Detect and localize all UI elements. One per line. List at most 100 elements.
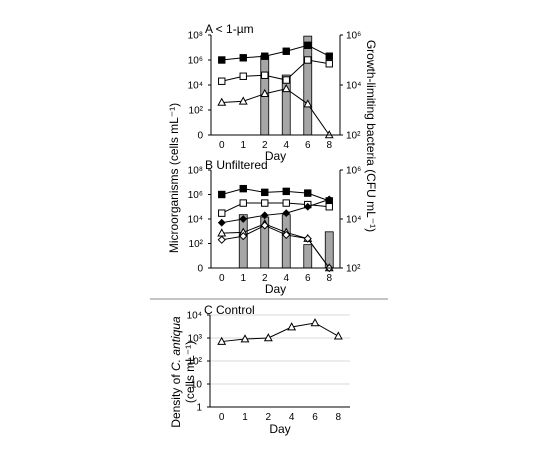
point-b-0-4	[304, 189, 312, 197]
y-axis-title-right: Growth-limiting bacteria (CFU mL⁻¹)	[364, 40, 378, 232]
point-b-2-1	[239, 215, 248, 223]
point-a-2-4	[303, 99, 313, 108]
y-axis-title-left: Microorganisms (cells mL⁻¹)	[167, 103, 181, 253]
x-tick-label: 8	[336, 412, 342, 423]
y-tick-label: 1	[196, 403, 202, 414]
series-line-c-0	[221, 322, 339, 343]
c-y-axis-title-line1: Density of C. antiqua	[169, 316, 183, 428]
point-b-2-5	[325, 195, 334, 204]
y-tick-label: 10⁶	[188, 56, 203, 67]
series-line-a-2	[221, 88, 330, 136]
x-axis-title-b: Day	[265, 282, 286, 296]
y2-tick-label: 10²	[346, 131, 361, 142]
y-tick-label: 10⁴	[188, 81, 203, 92]
point-c-0-2	[263, 333, 273, 342]
bar-a-4	[303, 35, 313, 136]
panel-title-a: A < 1-µm	[205, 22, 254, 36]
point-a-0-5	[325, 52, 333, 60]
y2-tick-label: 10²	[346, 264, 361, 275]
y-tick-label: 10⁸	[188, 166, 203, 177]
point-b-0-3	[282, 187, 290, 196]
y-tick-label: 0	[197, 131, 203, 142]
y-tick-label: 10⁶	[188, 190, 203, 201]
y-tick-label: 10²	[189, 106, 204, 117]
y-tick-label: 10	[191, 380, 203, 391]
point-c-0-3	[287, 322, 297, 331]
point-b-2-2	[260, 211, 269, 220]
bar-b-3	[281, 214, 291, 269]
panel-c: C Control 1 10 10² 10³ 10⁴ 0 1 2 4 6 8 Day	[187, 303, 350, 436]
series-line-a-0	[221, 44, 330, 61]
x-tick-label: 2	[262, 273, 268, 284]
c-y-axis-title-line2: (cells mL⁻¹)	[183, 341, 197, 403]
point-b-4-2	[260, 221, 269, 230]
point-a-0-0	[218, 56, 226, 64]
point-a-2-2	[260, 88, 270, 98]
y2-tick-label: 10⁴	[346, 81, 361, 92]
x-tick-label: 6	[305, 273, 311, 284]
y-tick-label: 10⁸	[188, 31, 203, 42]
x-tick-label: 2	[262, 140, 268, 151]
point-a-1-2	[261, 71, 269, 79]
x-tick-label: 4	[283, 140, 289, 151]
x-tick-label: 1	[242, 412, 248, 423]
point-b-1-0	[218, 209, 226, 217]
point-a-2-3	[281, 83, 291, 93]
point-b-1-1	[239, 199, 247, 207]
point-a-1-4	[304, 56, 312, 64]
point-a-1-3	[282, 76, 290, 84]
y-tick-label: 0	[197, 264, 203, 275]
panel-title-b: B Unfiltered	[205, 158, 268, 172]
panel-b: B Unfiltered 0 10² 10⁴ 10⁶ 10⁸ 10² 10⁴ 10⁶ 0 1 2 4 6 8…	[188, 158, 362, 296]
point-a-0-4	[304, 41, 312, 49]
point-b-1-3	[282, 199, 290, 207]
series-line-a-1	[221, 59, 330, 82]
x-tick-label: 6	[305, 140, 311, 151]
y-tick-label: 10²	[189, 239, 204, 250]
bar-b-4	[303, 244, 313, 269]
point-c-0-4	[310, 318, 320, 327]
series-line-b-2	[221, 198, 330, 224]
point-b-1-5	[325, 203, 333, 211]
x-tick-label: 2	[266, 412, 272, 423]
point-b-0-2	[261, 188, 269, 197]
point-a-0-3	[282, 47, 290, 55]
point-c-0-5	[333, 331, 343, 340]
y2-tick-label: 10⁶	[346, 166, 361, 177]
x-tick-label: 1	[240, 273, 246, 284]
x-axis-title-a: Day	[265, 149, 286, 163]
point-b-2-3	[282, 209, 291, 218]
point-a-0-2	[261, 52, 269, 60]
point-a-1-0	[218, 77, 226, 85]
x-tick-label: 4	[289, 412, 295, 423]
point-b-4-4	[303, 234, 312, 243]
panel-title-c: C Control	[204, 303, 255, 317]
y-tick-label: 10³	[188, 334, 203, 345]
series-line-b-4	[221, 224, 330, 269]
point-b-0-0	[218, 190, 226, 199]
point-a-0-1	[239, 54, 247, 62]
series-line-b-0	[221, 188, 330, 202]
point-a-2-1	[238, 96, 248, 105]
point-a-1-1	[239, 72, 247, 80]
point-b-1-2	[261, 199, 269, 207]
point-c-0-0	[217, 336, 227, 345]
point-c-0-1	[240, 334, 250, 343]
x-tick-label: 6	[312, 412, 318, 423]
x-tick-label: 0	[219, 140, 225, 151]
point-b-0-1	[239, 184, 247, 193]
point-b-4-0	[217, 235, 226, 244]
point-b-4-1	[239, 232, 248, 241]
x-axis-title-c: Day	[269, 422, 290, 436]
point-a-1-5	[325, 60, 333, 68]
y-tick-label: 10²	[188, 357, 203, 368]
y-tick-label: 10⁴	[188, 215, 203, 226]
x-tick-label: 8	[326, 273, 332, 284]
point-b-2-4	[303, 202, 312, 211]
point-b-2-0	[217, 218, 226, 227]
y-tick-label: 10⁴	[187, 311, 202, 322]
panel-a: A < 1-µm 0 10² 10⁴ 10⁶ 10⁸ 10² 10⁴ 10⁶ 0 1 2 4 6 8 Day	[188, 22, 362, 163]
x-tick-label: 4	[283, 273, 289, 284]
x-tick-label: 1	[240, 140, 246, 151]
